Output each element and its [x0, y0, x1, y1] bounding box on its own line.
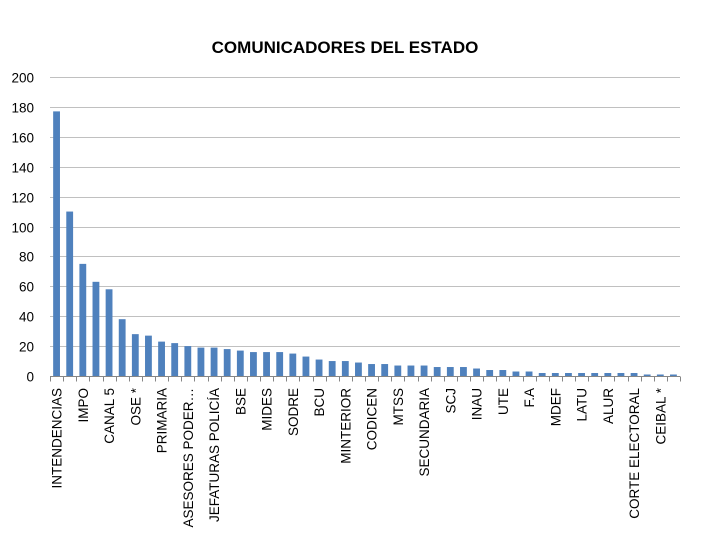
bar: [341, 361, 349, 376]
bar: [499, 370, 507, 376]
bar: [184, 346, 192, 376]
bar: [315, 359, 323, 376]
bar: [538, 373, 546, 376]
bar: [302, 356, 310, 376]
bar: [210, 347, 218, 376]
bar: [158, 341, 165, 376]
bar: [446, 367, 454, 376]
bar: [236, 350, 244, 376]
bar: [263, 352, 270, 376]
x-tick-label: IMPO: [76, 388, 91, 423]
bar: [118, 319, 126, 376]
bar: [276, 352, 284, 376]
x-tick-label: CODICEN: [365, 388, 380, 450]
x-tick-label: LATU: [575, 388, 590, 422]
bar: [420, 365, 428, 376]
bar: [473, 368, 480, 376]
bar: [551, 373, 559, 376]
bar: [656, 374, 664, 376]
x-tick-label: SODRE: [286, 388, 301, 436]
bar: [617, 373, 625, 376]
x-tick-label: BSE: [233, 388, 248, 415]
x-tick-label: INAU: [470, 388, 485, 420]
x-tick-label: MDEF: [548, 388, 563, 426]
bar: [250, 352, 257, 376]
bar: [66, 211, 74, 376]
bar: [565, 373, 572, 376]
bar: [131, 334, 139, 376]
y-tick-label: 180: [11, 101, 34, 116]
bar: [670, 374, 677, 376]
x-tick-label: JEFATURAS POLICÍA: [207, 388, 222, 522]
x-tick-label: MIDES: [260, 388, 275, 431]
y-tick-label: 160: [11, 131, 34, 146]
bar: [394, 365, 402, 376]
y-tick-label: 60: [19, 280, 34, 295]
bar: [92, 281, 100, 376]
x-tick-label: ALUR: [601, 388, 616, 424]
x-tick-label: OSE *: [128, 387, 143, 425]
bar: [630, 373, 638, 376]
bar: [197, 347, 205, 376]
y-tick-label: 100: [11, 221, 34, 236]
bar: [604, 373, 612, 376]
x-axis: [50, 376, 681, 382]
gridlines: [50, 77, 680, 347]
x-tick-label: INTENDENCIAS: [50, 388, 65, 489]
y-tick-label: 200: [11, 71, 34, 86]
bar: [525, 371, 533, 376]
x-tick-label: CEIBAL *: [653, 387, 668, 444]
x-tick-label: UTE: [496, 388, 511, 415]
bars: [53, 111, 677, 376]
chart-title: COMUNICADORES DEL ESTADO: [212, 38, 479, 57]
bar: [381, 364, 389, 376]
x-tick-label: SCJ: [443, 388, 458, 414]
x-tick-label: ASESORES PODER…: [181, 388, 196, 528]
bar: [171, 343, 179, 376]
bar: [79, 263, 87, 376]
y-tick-label: 40: [19, 310, 34, 325]
bar: [53, 111, 60, 376]
x-tick-label: BCU: [312, 388, 327, 417]
y-tick-label: 80: [19, 250, 34, 265]
y-tick-label: 0: [26, 370, 34, 385]
y-tick-label: 120: [11, 191, 34, 206]
x-tick-label: SECUNDARIA: [417, 388, 432, 477]
bar: [105, 289, 113, 376]
x-tick-label: MINTERIOR: [338, 388, 353, 464]
bar: [289, 353, 297, 376]
y-tick-label: 140: [11, 161, 34, 176]
bar: [591, 373, 599, 376]
bar: [407, 365, 415, 376]
bar: [578, 373, 585, 376]
bar: [433, 367, 441, 376]
bar: [643, 374, 651, 376]
y-tick-label: 20: [19, 340, 34, 355]
bar: [460, 367, 467, 376]
bar: [368, 364, 375, 376]
x-tick-label: PRIMARIA: [155, 388, 170, 453]
bar: [512, 371, 520, 376]
y-axis-ticks: 0 20 40 60 80 100 120 140 160 180 200: [11, 71, 34, 385]
bar: [145, 335, 152, 376]
bar: [486, 370, 494, 376]
x-tick-label: MTSS: [391, 388, 406, 426]
bar: [223, 349, 231, 376]
x-tick-label: CANAL 5: [102, 388, 117, 444]
x-tick-label: CORTE ELECTORAL: [627, 388, 642, 519]
bar: [355, 362, 362, 376]
bar: [328, 361, 336, 376]
x-axis-labels: INTENDENCIAS IMPO CANAL 5 OSE * PRIMARIA ASES…: [50, 387, 669, 527]
x-tick-label: F.A: [522, 388, 537, 408]
